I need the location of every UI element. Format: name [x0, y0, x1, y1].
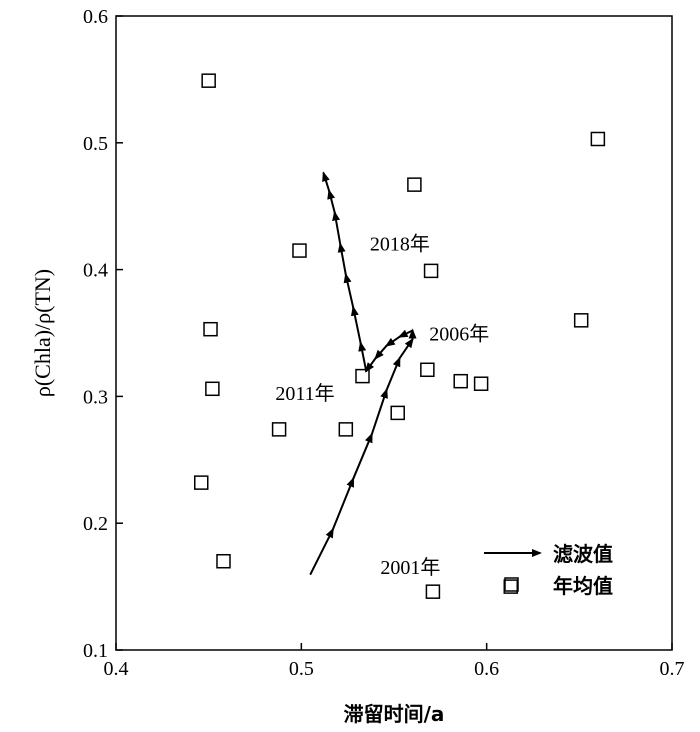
data-point — [420, 362, 435, 378]
year-annotations: 2001年 2006年 2011年 2018年 — [275, 233, 489, 579]
filter-line-segment — [331, 476, 355, 531]
year-label: 2001年 — [380, 556, 440, 579]
y-tick-label: 0.4 — [83, 260, 108, 282]
data-point — [271, 422, 287, 437]
data-point — [216, 553, 231, 569]
data-point — [205, 381, 220, 397]
filter-line-segment — [352, 432, 373, 480]
year-label: 2018年 — [370, 233, 430, 256]
y-tick-label: 0.1 — [83, 640, 108, 662]
y-axis: 0.1 0.2 0.3 0.4 0.5 0.6 — [83, 6, 123, 662]
data-point — [590, 131, 606, 147]
year-label: 2011年 — [275, 382, 334, 405]
filter-line-segment — [385, 356, 401, 392]
data-point — [201, 73, 216, 88]
y-tick-label: 0.2 — [83, 513, 108, 535]
annual-mean-series — [194, 73, 606, 599]
data-point — [355, 368, 370, 384]
filter-line-segment — [350, 305, 362, 345]
filter-line-segment — [358, 341, 368, 373]
data-point — [473, 376, 489, 391]
filter-line-segment — [327, 189, 336, 214]
y-tick-label: 0.6 — [83, 6, 108, 28]
plot-frame — [115, 15, 673, 651]
data-point — [390, 405, 405, 421]
data-point — [423, 263, 439, 279]
filter-line-segment — [397, 329, 414, 338]
x-tick-label: 0.7 — [660, 658, 685, 680]
filter-line-segment — [374, 344, 388, 360]
data-point — [425, 584, 441, 599]
x-axis-title: 滞留时间/a — [344, 702, 445, 726]
data-point — [292, 243, 307, 258]
filter-line-segment — [343, 272, 355, 309]
filter-line-series — [309, 171, 417, 575]
y-tick-label: 0.5 — [83, 133, 108, 155]
data-point — [338, 422, 354, 437]
data-point — [203, 321, 218, 337]
data-point — [453, 373, 468, 389]
legend: 滤波值 年均值 — [484, 542, 613, 598]
data-point — [194, 475, 209, 490]
y-axis-title: ρ(Chla)/ρ(TN) — [30, 269, 55, 397]
legend-line-label: 滤波值 — [553, 542, 613, 566]
filter-line-segment — [332, 210, 342, 246]
filter-line-segment — [384, 335, 401, 347]
year-label: 2006年 — [429, 323, 489, 346]
x-tick-label: 0.5 — [289, 658, 314, 680]
y-tick-label: 0.3 — [83, 386, 108, 408]
data-point — [573, 313, 589, 328]
filter-line-segment — [337, 242, 347, 276]
legend-marker-label: 年均值 — [553, 574, 613, 598]
filter-line-segment — [309, 527, 334, 575]
x-tick-label: 0.6 — [474, 658, 499, 680]
filter-line-segment — [398, 337, 414, 360]
filter-line-segment — [322, 171, 331, 192]
data-point — [407, 177, 422, 192]
legend-marker-sample — [504, 577, 519, 592]
x-axis: 0.4 0.5 0.6 0.7 — [104, 643, 685, 680]
x-tick-label: 0.4 — [104, 658, 129, 680]
filter-line-segment — [370, 388, 388, 436]
